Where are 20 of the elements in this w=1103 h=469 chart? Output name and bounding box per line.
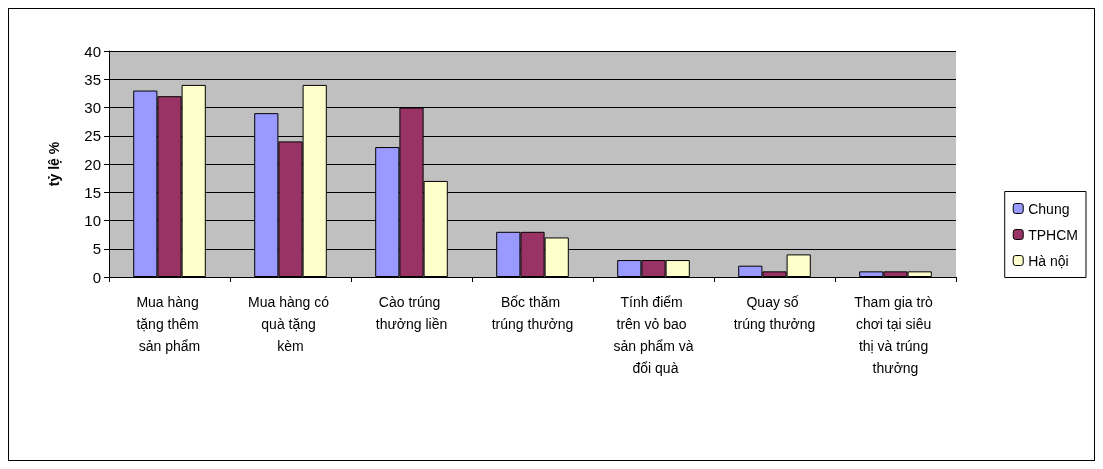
y-tick-label: 0 <box>92 268 101 286</box>
legend-label: TPHCM <box>1028 226 1079 243</box>
y-tick-label: 30 <box>84 99 101 116</box>
y-tick-label: 25 <box>84 127 101 145</box>
legend-label: Chung <box>1028 200 1070 217</box>
x-tick-label: Mua hàng có quà tặng kèm <box>248 294 333 354</box>
y-tick-label: 40 <box>84 42 101 60</box>
x-tick-label: Tính điểm trên vỏ bao sản phẩm và đổi quà <box>613 294 694 376</box>
y-tick-label: 15 <box>84 183 101 201</box>
x-tick-label: Cào trúng thưởng liền <box>375 294 448 332</box>
y-tick-label: 10 <box>84 212 101 229</box>
y-axis-title: tỷ lệ % <box>46 141 62 187</box>
y-tick-label: 35 <box>84 70 101 88</box>
x-tick-label: Bốc thăm trúng thưởng <box>491 294 574 332</box>
x-tick-label: Quay số trúng thưởng <box>733 294 816 332</box>
x-tick-label: Mua hàng tặng thêm sản phẩm <box>136 294 203 354</box>
x-tick-label: Tham gia trò chơi tại siêu thị và trúng thưởng <box>854 294 937 376</box>
legend-label: Hà nội <box>1028 252 1069 269</box>
y-tick-label: 20 <box>84 155 101 173</box>
y-tick-label: 5 <box>92 240 101 258</box>
